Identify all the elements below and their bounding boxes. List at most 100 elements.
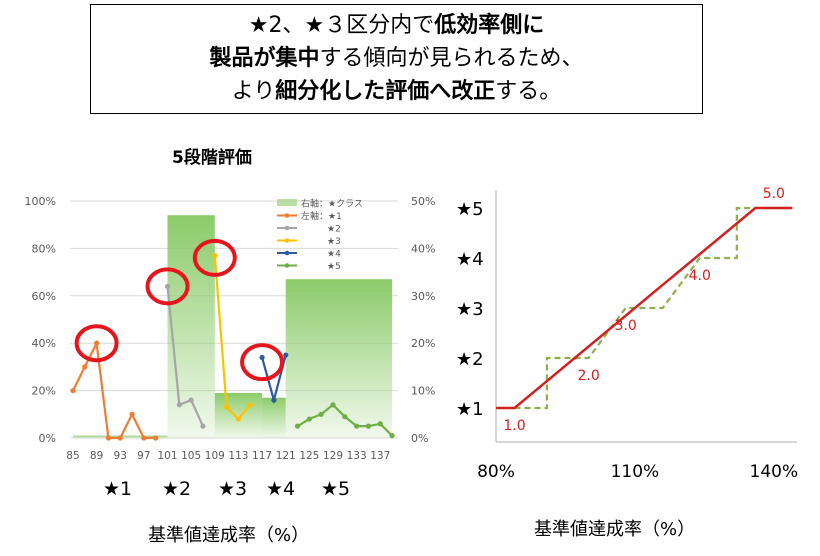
series-point-★1 <box>153 435 159 441</box>
right-x-axis-caption: 基準値達成率（%） <box>534 519 696 540</box>
series-point-★1 <box>82 364 88 370</box>
star-label-1: ★1 <box>103 478 133 500</box>
left-y-tick-label: 0% <box>39 432 56 445</box>
right-annotation: 5.0 <box>763 186 785 202</box>
left-chart-title: 5段階評価 <box>172 148 252 168</box>
right-y-tick-label: 50% <box>411 195 435 208</box>
right-y-tick-label: 0% <box>411 432 428 445</box>
band-★3 <box>214 392 263 438</box>
left-star-labels: ★1 ★2 ★3 ★4 ★5 <box>0 478 460 508</box>
series-point-★3 <box>224 404 230 410</box>
headline-line3-segment-2: する。 <box>495 79 562 104</box>
left-x-tick-label: 105 <box>181 450 201 462</box>
left-x-tick-label: 101 <box>157 450 177 462</box>
legend-label: ★3 <box>327 237 341 247</box>
right-annotation: 4.0 <box>689 268 711 284</box>
series-point-★5 <box>354 423 360 429</box>
series-point-★1 <box>70 388 76 394</box>
series-line-★2 <box>166 286 204 427</box>
highlight-circle <box>192 238 237 277</box>
legend-swatch-class <box>277 199 297 206</box>
left-x-axis-caption: 基準値達成率（%） <box>148 525 310 546</box>
headline-line-3: より細分化した評価へ改正する。 <box>91 75 702 108</box>
series-line-★3 <box>213 255 252 421</box>
left-x-tick-label: 109 <box>205 450 225 462</box>
series-point-★1 <box>129 411 135 417</box>
series-point-★5 <box>342 414 348 420</box>
right-y-star-label: ★1 <box>456 399 484 420</box>
series-point-★3 <box>235 416 242 422</box>
series-point-★1 <box>93 340 100 346</box>
headline-line1-segment-0: ★2、★３区分内で <box>248 13 435 38</box>
left-x-tick-label: 117 <box>252 450 272 462</box>
series-point-★3 <box>212 252 218 259</box>
left-y-tick-label: 100% <box>25 195 56 208</box>
star-label-5: ★5 <box>321 478 351 500</box>
right-x-tick-label: 140% <box>750 462 799 482</box>
highlight-circle <box>145 267 190 306</box>
right-annotation: 3.0 <box>615 318 637 334</box>
headline-line-1: ★2、★３区分内で低効率側に <box>91 9 702 42</box>
left-x-tick-label: 133 <box>347 450 367 462</box>
series-point-★2 <box>200 423 206 429</box>
series-point-★5 <box>377 421 383 427</box>
left-x-tick-label: 89 <box>90 450 103 462</box>
legend-swatch-marker <box>284 263 290 268</box>
left-y-tick-label: 80% <box>32 242 56 255</box>
right-y-star-label: ★3 <box>456 299 484 320</box>
series-point-★2 <box>188 397 194 403</box>
right-annotation: 2.0 <box>577 368 599 384</box>
headline-line3-segment-1: 細分化した評価へ改正 <box>275 79 496 104</box>
series-point-★4 <box>283 352 289 358</box>
legend-swatch-marker <box>284 238 290 243</box>
series-point-★5 <box>318 411 324 417</box>
headline-line2-segment-1: する傾向が見られるため、 <box>319 46 584 71</box>
left-x-tick-label: 113 <box>228 450 248 462</box>
legend-label: ★4 <box>327 250 341 260</box>
band-★2 <box>167 215 215 438</box>
left-x-tick-label: 137 <box>370 450 390 462</box>
star-label-3: ★3 <box>218 478 248 500</box>
right-y-star-label: ★5 <box>456 199 484 220</box>
series-point-★2 <box>176 402 182 408</box>
left-x-tick-label: 129 <box>323 450 343 462</box>
legend-label: ★2 <box>327 225 341 235</box>
series-point-★5 <box>330 402 336 408</box>
right-step-line <box>514 206 793 410</box>
headline-box: ★2、★３区分内で低効率側に 製品が集中する傾向が見られるため、 より細分化した… <box>90 4 703 114</box>
left-y-tick-label: 40% <box>32 337 56 350</box>
right-y-tick-label: 30% <box>411 290 435 303</box>
left-y-tick-label: 20% <box>32 385 56 398</box>
band-★5 <box>285 279 393 438</box>
star-label-4: ★4 <box>266 478 296 500</box>
left-y-tick-label: 60% <box>32 290 56 303</box>
left-x-tick-label: 93 <box>114 450 127 462</box>
series-point-★5 <box>389 433 395 439</box>
legend-swatch-marker <box>284 225 290 231</box>
series-point-★4 <box>259 354 265 361</box>
series-line-★1 <box>71 339 156 440</box>
legend-label: 右軸：★クラス <box>301 198 363 210</box>
right-y-star-label: ★4 <box>456 249 484 270</box>
headline-line3-segment-0: より <box>231 79 276 104</box>
star-label-2: ★2 <box>162 478 192 500</box>
legend-label: 左軸：★1 <box>301 210 342 222</box>
series-point-★5 <box>365 423 372 429</box>
left-x-tick-label: 125 <box>299 450 319 462</box>
series-point-★5 <box>306 416 312 422</box>
series-point-★1 <box>117 435 123 441</box>
legend-swatch-marker <box>284 250 290 256</box>
right-x-tick-label: 110% <box>611 462 660 482</box>
highlight-circle <box>240 343 285 382</box>
right-y-tick-label: 20% <box>411 337 435 350</box>
legend-label: ★5 <box>327 262 341 272</box>
legend-swatch-marker <box>284 213 290 218</box>
headline-line-2: 製品が集中する傾向が見られるため、 <box>91 42 702 75</box>
right-x-tick-label: 80% <box>477 462 515 482</box>
highlight-circle <box>74 324 119 363</box>
left-x-tick-label: 97 <box>137 450 150 462</box>
left-x-tick-label: 121 <box>276 450 296 462</box>
right-linear-line <box>496 206 793 410</box>
right-y-tick-label: 10% <box>411 385 435 398</box>
